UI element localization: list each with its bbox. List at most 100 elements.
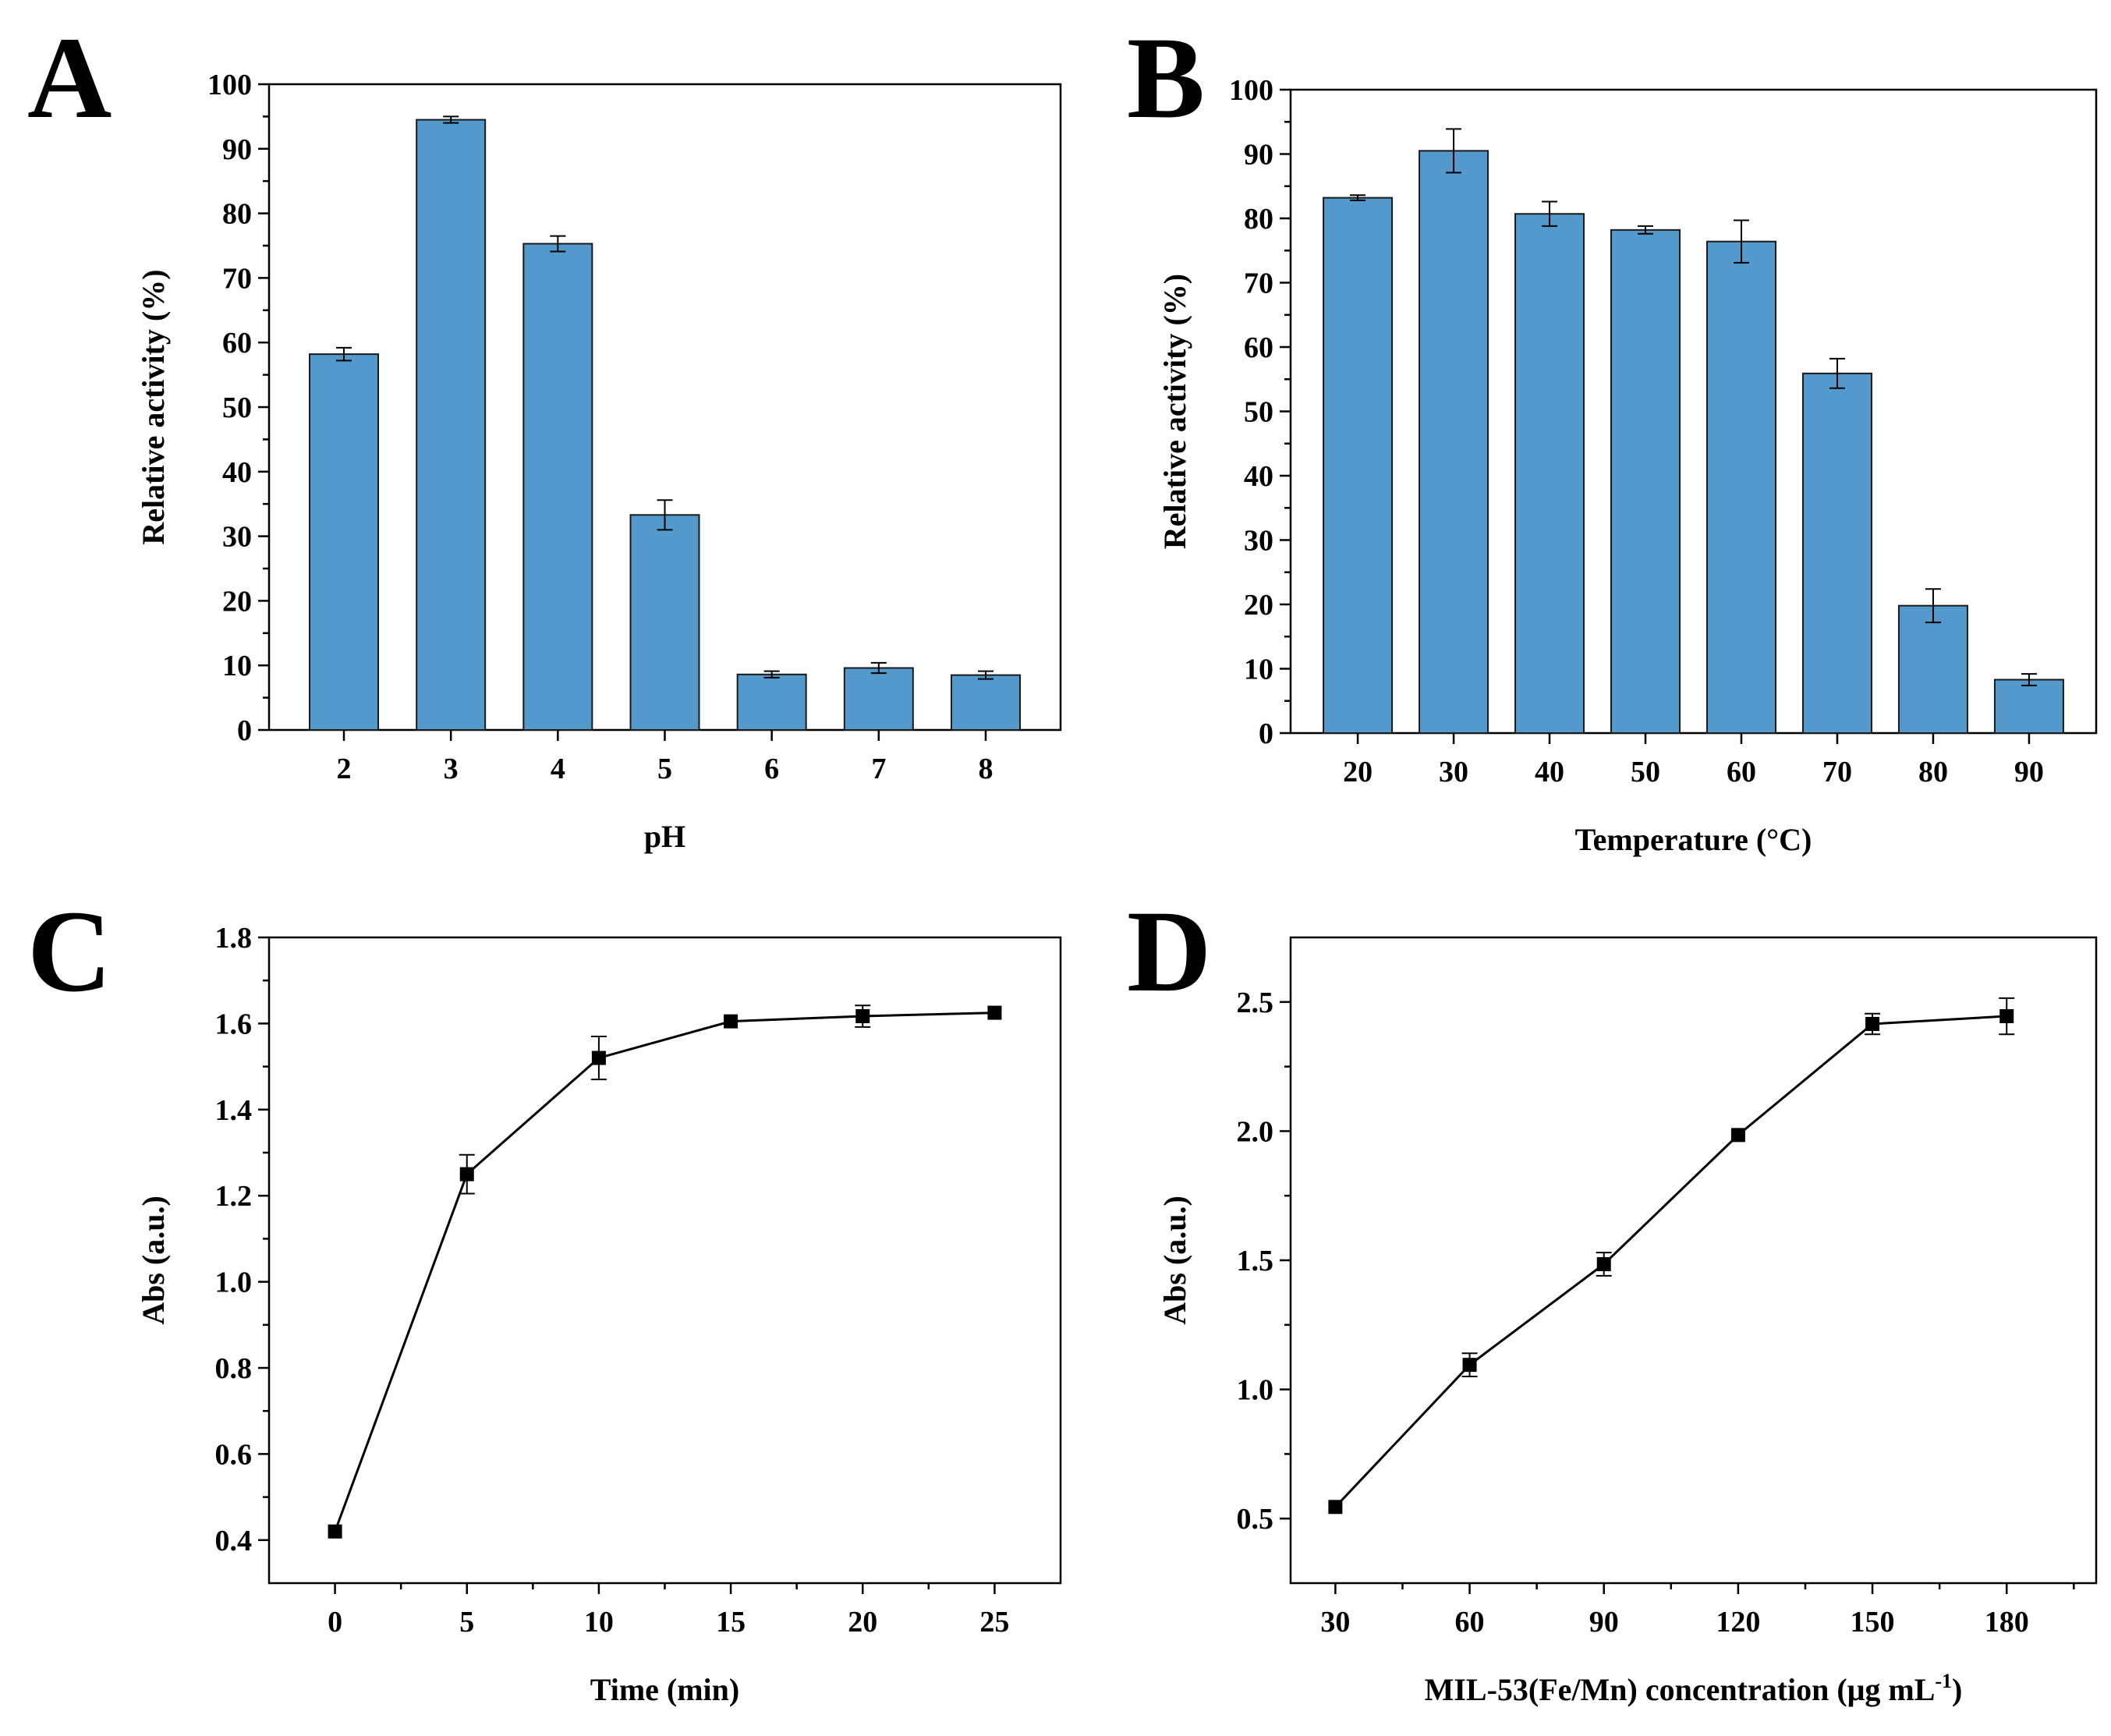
y-tick-label: 1.6 (215, 1008, 253, 1040)
x-tick-label: 4 (551, 753, 565, 785)
bar (629, 514, 700, 731)
x-tick-label: 70 (1822, 756, 1852, 788)
bar (1705, 240, 1776, 734)
y-tick-label: 20 (1244, 589, 1273, 622)
bar (736, 673, 807, 731)
x-tick-label: 2 (337, 753, 352, 785)
y-tick-label: 1.5 (1237, 1245, 1274, 1277)
bar (309, 353, 380, 731)
x-tick-label: 3 (444, 753, 459, 785)
chart-b: B 0 10 20 30 40 50 60 70 80 90 100 Relative activity… (1127, 13, 2098, 857)
x-tick-label: 8 (978, 753, 993, 785)
y-tick-label: 1.0 (1237, 1374, 1274, 1407)
panel-label-d: D (1127, 887, 1211, 1016)
bar (1514, 213, 1585, 735)
panel-label-a: A (27, 13, 112, 143)
x-tick-label: 80 (1918, 756, 1948, 788)
x-tick-label: 7 (871, 753, 886, 785)
x-tick-label: 0 (328, 1606, 342, 1639)
bar (843, 667, 914, 732)
x-tick-label: 150 (1851, 1606, 1895, 1639)
y-tick-label: 1.2 (215, 1180, 253, 1213)
plot-frame (1289, 936, 2098, 1585)
y-tick-label: 100 (1229, 74, 1273, 107)
data-point (328, 1524, 342, 1539)
data-point (1596, 1256, 1611, 1271)
y-tick-label: 0.4 (215, 1525, 253, 1557)
y-tick-label: 90 (1244, 139, 1273, 172)
x-tick-label: 120 (1716, 1606, 1760, 1639)
x-tick-label: 25 (979, 1606, 1009, 1639)
x-tick-label: 60 (1727, 756, 1756, 788)
data-point (855, 1009, 870, 1024)
bar (950, 674, 1021, 731)
y-tick-label: 80 (222, 198, 252, 231)
y-tick-label: 40 (1244, 460, 1273, 493)
data-point (1328, 1500, 1343, 1515)
x-tick-label: 15 (716, 1606, 746, 1639)
panel-label-b: B (1127, 13, 1205, 143)
y-tick-label: 60 (222, 327, 252, 360)
y-tick-label: 30 (1244, 525, 1273, 558)
y-tick-label: 0.6 (215, 1438, 253, 1471)
plot-frame (1289, 88, 2098, 735)
y-axis-title: Relative activity (%) (1157, 274, 1192, 549)
y-tick-label: 0.5 (1237, 1503, 1274, 1536)
bar (1801, 372, 1872, 734)
x-axis-title: pH (644, 819, 685, 854)
y-tick-label: 50 (222, 391, 252, 424)
x-axis-title: Temperature (°C) (1575, 822, 1812, 857)
bar (1610, 229, 1681, 735)
bar (1993, 678, 2064, 735)
data-point (1730, 1128, 1745, 1143)
bar (1897, 604, 1968, 735)
y-tick-label: 70 (1244, 267, 1273, 300)
x-tick-label: 180 (1985, 1606, 2029, 1639)
x-axis-title-superscript: -1 (1935, 1670, 1952, 1692)
data-point (724, 1014, 738, 1029)
series-line (334, 1011, 995, 1532)
y-axis-title: Abs (a.u.) (136, 1196, 171, 1325)
series-line (1334, 1015, 2007, 1508)
y-tick-label: 40 (222, 456, 252, 489)
y-tick-label: 20 (222, 585, 252, 618)
chart-d: D 0.5 1.0 1.5 2.0 2.5 Abs (a.u.) MIL-53(Fe/Mn) … (1127, 887, 2098, 1707)
plot-frame (267, 936, 1062, 1585)
y-tick-label: 1.8 (215, 922, 253, 955)
x-axis-title-end: ) (1952, 1672, 1962, 1707)
data-point (1999, 1009, 2014, 1024)
x-tick-label: 5 (657, 753, 672, 785)
panel-label-c: C (27, 887, 112, 1016)
data-point (987, 1005, 1002, 1020)
y-axis-title: Abs (a.u.) (1157, 1196, 1192, 1325)
bar (416, 119, 487, 732)
y-tick-label: 100 (207, 69, 252, 101)
y-axis-title: Relative activity (%) (136, 269, 171, 544)
x-tick-label: 6 (764, 753, 779, 785)
chart-a: A 0 10 20 30 40 50 60 70 80 90 100 Relative activity… (27, 13, 1062, 854)
data-point (1865, 1016, 1880, 1031)
x-tick-label: 60 (1455, 1606, 1485, 1639)
x-tick-label: 10 (584, 1606, 614, 1639)
x-tick-label: 90 (2014, 756, 2044, 788)
x-axis-title: Time (min) (590, 1672, 739, 1707)
x-axis-title: MIL-53(Fe/Mn) concentration (μg mL-1) (1425, 1670, 1963, 1707)
x-tick-label: 40 (1535, 756, 1564, 788)
x-tick-label: 20 (848, 1606, 877, 1639)
y-tick-label: 50 (1244, 396, 1273, 429)
x-tick-label: 30 (1439, 756, 1468, 788)
bar (522, 243, 593, 731)
x-tick-label: 90 (1589, 1606, 1619, 1639)
y-tick-label: 0.8 (215, 1352, 253, 1385)
y-tick-label: 70 (222, 262, 252, 295)
y-tick-label: 30 (222, 521, 252, 554)
y-tick-label: 0 (237, 714, 252, 747)
y-tick-label: 60 (1244, 331, 1273, 364)
y-tick-label: 10 (1244, 654, 1273, 686)
x-axis-title-main: MIL-53(Fe/Mn) concentration (μg mL (1425, 1672, 1936, 1707)
data-point (459, 1167, 474, 1182)
y-tick-label: 80 (1244, 203, 1273, 236)
x-tick-label: 20 (1343, 756, 1373, 788)
y-tick-label: 1.4 (215, 1094, 253, 1127)
y-tick-label: 1.0 (215, 1267, 253, 1299)
